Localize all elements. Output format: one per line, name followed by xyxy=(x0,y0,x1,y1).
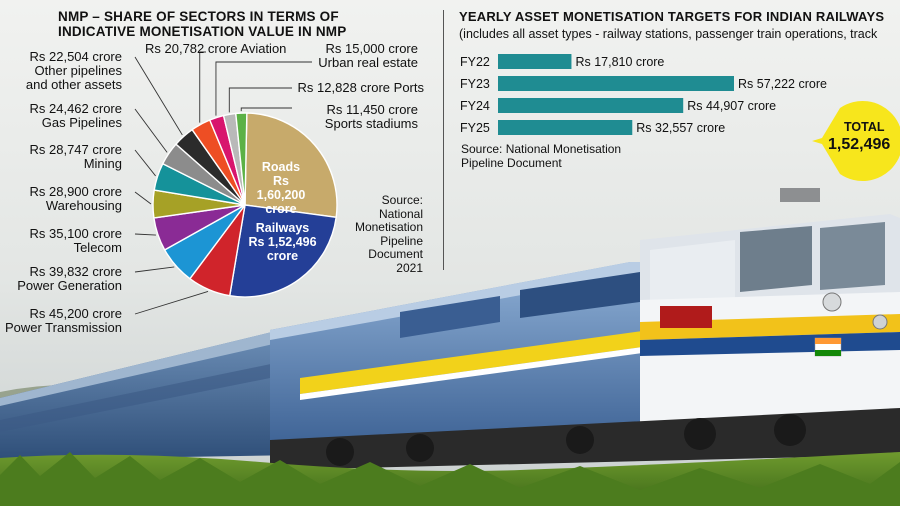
bar-title: YEARLY ASSET MONETISATION TARGETS FOR IN… xyxy=(459,9,885,24)
pie-label-urban-real-estate: Rs 15,000 crore Urban real estate xyxy=(318,42,418,70)
pie-label-amount: Rs 22,504 crore xyxy=(29,49,123,64)
bar-source-line: Pipeline Document xyxy=(461,155,562,170)
roads-label-unit: crore xyxy=(265,202,297,216)
pie-source-line: Source: xyxy=(381,193,423,207)
leader-line-gas-pipelines xyxy=(134,108,168,153)
leader-line-ports xyxy=(228,87,292,113)
pie-label-power-generation: Rs 39,832 crore Power Generation xyxy=(17,265,122,293)
pie-label-amount: Rs 20,782 crore Aviation xyxy=(145,41,287,56)
pie-slice-railways xyxy=(228,204,337,298)
leader-line-power-transmission xyxy=(134,290,209,315)
roads-label-amount: Rs 1,60,200 xyxy=(256,174,306,202)
pie-label-ports: Rs 12,828 crore Ports xyxy=(298,81,424,95)
bar-value-label: Rs 57,222 crore xyxy=(738,77,827,91)
coaches xyxy=(0,330,300,460)
pie-label-sports-stadiums: Rs 11,450 crore Sports stadiums xyxy=(325,103,418,131)
pie-label-other-pipelines-and-other-assets: Rs 22,504 crore Other pipelines and other … xyxy=(26,50,122,92)
pie-label-aviation: Rs 20,782 crore Aviation xyxy=(145,42,286,56)
sector-pie-chart xyxy=(134,51,338,315)
pie-label-amount: Rs 45,200 crore xyxy=(29,306,123,321)
bar-category-label: FY25 xyxy=(460,121,490,135)
pie-label-amount: Rs 28,747 crore xyxy=(29,142,123,157)
roads-slice-label: Roads Rs 1,60,200 crore xyxy=(250,160,312,216)
pie-source-line: 2021 xyxy=(396,260,423,275)
railways-label-sector: Railways xyxy=(255,221,310,235)
leader-line-urban-real-estate xyxy=(215,61,312,116)
bar-value-label: Rs 44,907 crore xyxy=(687,99,776,113)
leader-line-warehousing xyxy=(134,191,152,205)
pie-source-line: Pipeline xyxy=(380,233,423,248)
bar-subtitle: (includes all asset types - railway stat… xyxy=(459,27,878,41)
pie-label-amount: Rs 24,462 crore xyxy=(29,101,123,116)
pie-label-sector: Urban real estate xyxy=(318,55,418,70)
pie-label-sector: Power Generation xyxy=(17,278,122,293)
bar-fy22 xyxy=(498,54,572,69)
pie-source-line: Document xyxy=(368,247,423,261)
divider xyxy=(443,10,444,270)
bar-source: Source: National Monetisation Pipeline D… xyxy=(461,142,622,170)
bar-fy24 xyxy=(498,98,684,113)
leader-line-other-pipelines-and-other-assets xyxy=(134,56,183,136)
pie-label-amount: Rs 11,450 crore xyxy=(326,102,418,117)
leader-line-sports-stadiums xyxy=(240,107,292,112)
bar-value-label: Rs 32,557 crore xyxy=(636,121,725,135)
pie-label-sector: Mining xyxy=(83,156,122,171)
pie-label-sector: Sports stadiums xyxy=(324,116,418,131)
railways-slice-label: Railways Rs 1,52,496 crore xyxy=(245,221,320,263)
pie-label-sector: Warehousing xyxy=(45,198,122,213)
pie-label-warehousing: Rs 28,900 crore Warehousing xyxy=(30,185,123,213)
pie-label-telecom: Rs 35,100 crore Telecom xyxy=(30,227,123,255)
bar-fy23 xyxy=(498,76,734,91)
bar-fy25 xyxy=(498,120,633,135)
leader-line-mining xyxy=(134,149,156,177)
leader-line-aviation xyxy=(199,51,206,123)
pie-label-amount: Rs 15,000 crore xyxy=(325,41,419,56)
pie-source: Source: National Monetisation Pipeline D… xyxy=(345,193,423,275)
bar-source-line: Source: National Monetisation xyxy=(461,142,622,156)
pie-label-amount: Rs 12,828 crore Ports xyxy=(297,80,424,95)
pie-title-line-2: INDICATIVE MONETISATION VALUE IN NMP xyxy=(58,24,347,39)
leader-line-telecom xyxy=(134,233,156,236)
pie-label-sector: Gas Pipelines xyxy=(41,115,122,130)
pie-label-mining: Rs 28,747 crore Mining xyxy=(30,143,123,171)
pie-source-line: National xyxy=(378,206,423,221)
total-badge: TOTAL 1,52,496 xyxy=(808,98,900,184)
locomotive xyxy=(270,188,900,470)
pie-label-sector: Other pipelines xyxy=(34,63,122,78)
pie-label-amount: Rs 28,900 crore xyxy=(29,184,123,199)
railways-label-amount: Rs 1,52,496 xyxy=(248,235,317,249)
pie-source-line: Monetisation xyxy=(354,220,423,234)
pie-label-power-transmission: Rs 45,200 crore Power Transmission xyxy=(5,307,122,335)
pie-label-amount: Rs 39,832 crore xyxy=(29,264,123,279)
pie-label-sector: Telecom xyxy=(73,240,122,255)
bar-category-label: FY24 xyxy=(460,99,490,113)
roads-label-sector: Roads xyxy=(261,160,301,174)
pie-slice-roads xyxy=(244,112,338,219)
leader-line-power-generation xyxy=(134,266,175,273)
pie-label-amount: Rs 35,100 crore xyxy=(29,226,123,241)
total-badge-value: 1,52,496 xyxy=(828,136,891,153)
pie-label-gas-pipelines: Rs 24,462 crore Gas Pipelines xyxy=(30,102,123,130)
yearly-target-bar-chart: FY22 Rs 17,810 crore FY23 Rs 57,222 crore FY… xyxy=(460,54,827,135)
railways-label-unit: crore xyxy=(266,249,299,263)
pie-label-sector: and other assets xyxy=(25,77,122,92)
bar-value-label: Rs 17,810 crore xyxy=(575,55,664,69)
pie-slice-sports-stadiums xyxy=(235,112,248,206)
total-badge-label: TOTAL xyxy=(844,120,885,134)
bar-category-label: FY23 xyxy=(460,77,490,91)
pie-label-sector: Power Transmission xyxy=(4,320,122,335)
bar-category-label: FY22 xyxy=(460,55,490,69)
pie-title-line-1: NMP – SHARE OF SECTORS IN TERMS OF xyxy=(58,9,339,24)
